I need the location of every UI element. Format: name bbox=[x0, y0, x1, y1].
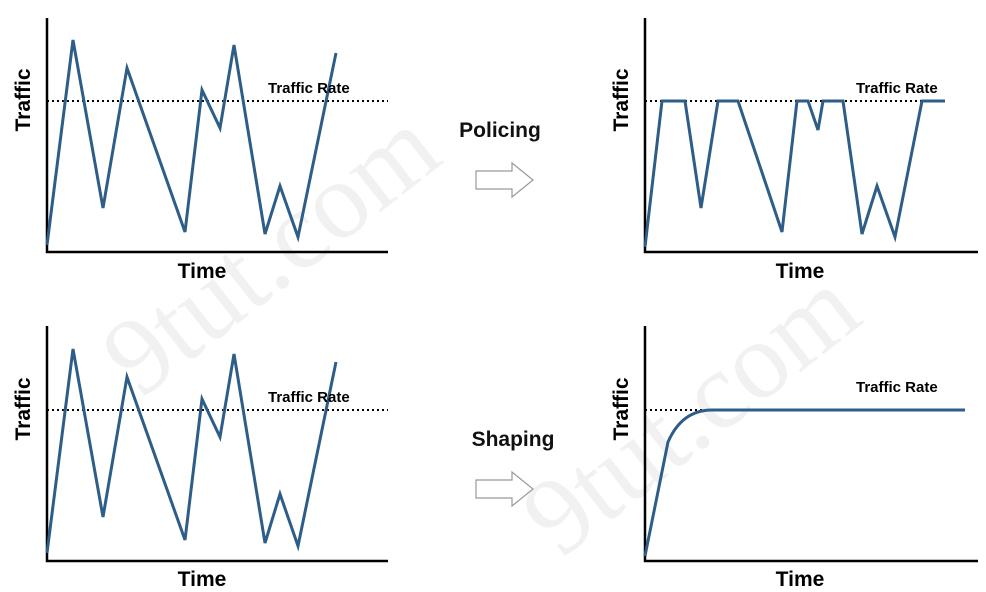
y-label: Traffic bbox=[12, 68, 35, 131]
axes bbox=[45, 18, 388, 254]
arrow bbox=[475, 161, 534, 199]
traffic-line bbox=[643, 99, 945, 248]
x-label: Time bbox=[776, 568, 825, 591]
rate-label: Traffic Rate bbox=[268, 80, 350, 97]
panel: Traffic Rate Time Traffic bbox=[12, 326, 388, 591]
transition-label: Policing bbox=[459, 119, 541, 142]
y-label: Traffic bbox=[610, 377, 633, 440]
rate-label: Traffic Rate bbox=[268, 389, 350, 406]
y-label: Traffic bbox=[610, 68, 633, 131]
axes bbox=[643, 326, 978, 563]
panel: Traffic Rate Time Traffic bbox=[12, 18, 388, 283]
axes bbox=[45, 326, 388, 563]
traffic-line bbox=[45, 348, 338, 554]
arrow bbox=[475, 470, 534, 508]
rate-label: Traffic Rate bbox=[856, 80, 938, 97]
x-label: Time bbox=[178, 260, 227, 283]
panel: Traffic Rate Time Traffic bbox=[610, 18, 978, 283]
transition-label: Shaping bbox=[472, 428, 555, 451]
x-label: Time bbox=[178, 568, 227, 591]
traffic-line bbox=[45, 39, 338, 246]
traffic-line bbox=[643, 408, 965, 557]
axes bbox=[643, 18, 978, 254]
rate-label: Traffic Rate bbox=[856, 379, 938, 396]
x-label: Time bbox=[776, 260, 825, 283]
y-label: Traffic bbox=[12, 377, 35, 440]
panel: Traffic Rate Time Traffic bbox=[610, 326, 978, 591]
